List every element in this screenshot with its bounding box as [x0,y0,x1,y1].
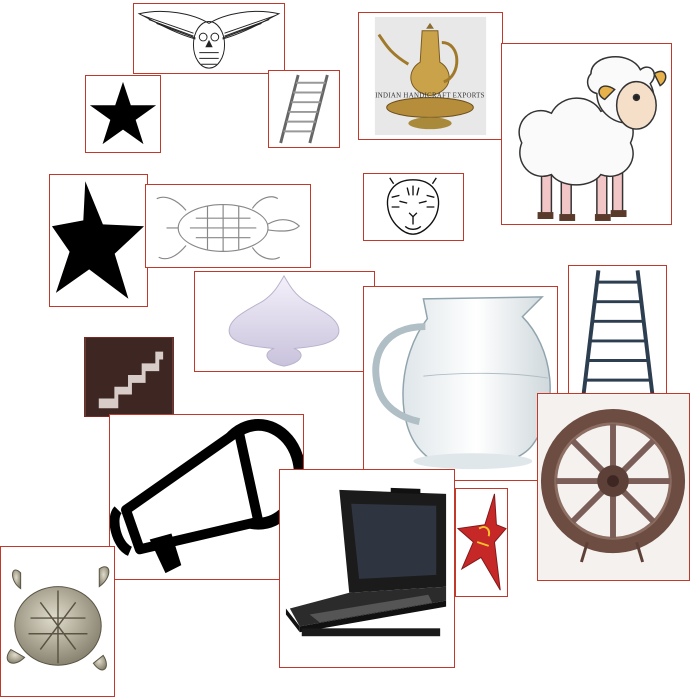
black-star-icon [89,81,157,145]
black-star-icon [51,181,145,299]
metal-turtle-image [0,546,115,697]
cart-wheel-image [537,393,690,581]
star-large-image [49,174,148,307]
owl-sketch-icon [137,10,281,69]
wooden-wheel-icon [538,394,689,580]
laptop-image [279,469,455,668]
glass-pitcher-icon [372,296,551,470]
stairs-image [84,337,174,417]
watermark-text: INDIAN HANDICRAFT EXPORTS [375,93,485,100]
tiger-face-icon [386,177,440,235]
ewer-image: INDIAN HANDICRAFT EXPORTS [358,12,503,140]
megaphone-icon [110,418,303,574]
owl-image [133,3,285,74]
brass-ewer-icon: INDIAN HANDICRAFT EXPORTS [374,16,487,136]
turtle-sketch-icon [156,196,301,260]
megaphone-image [109,414,304,580]
turtle-sketch-image [145,184,311,268]
ladder-large-image [568,265,667,408]
ladder-small-image [268,70,340,148]
star-small-image [85,75,161,153]
tiger-image [363,173,464,241]
red-star-image [455,488,508,597]
ladder-icon [279,74,329,144]
spinning-top-icon [228,274,340,367]
glass-jug-image [363,286,558,481]
stairs-icon [85,338,173,416]
red-star-ornament-icon [456,493,507,591]
cartoon-sheep-icon [518,56,667,221]
metal-turtle-icon [6,566,110,671]
ladder-icon [580,270,656,402]
rack-laptop-icon [285,487,447,637]
spinning-top-image [194,271,375,372]
sheep-image [501,43,672,225]
